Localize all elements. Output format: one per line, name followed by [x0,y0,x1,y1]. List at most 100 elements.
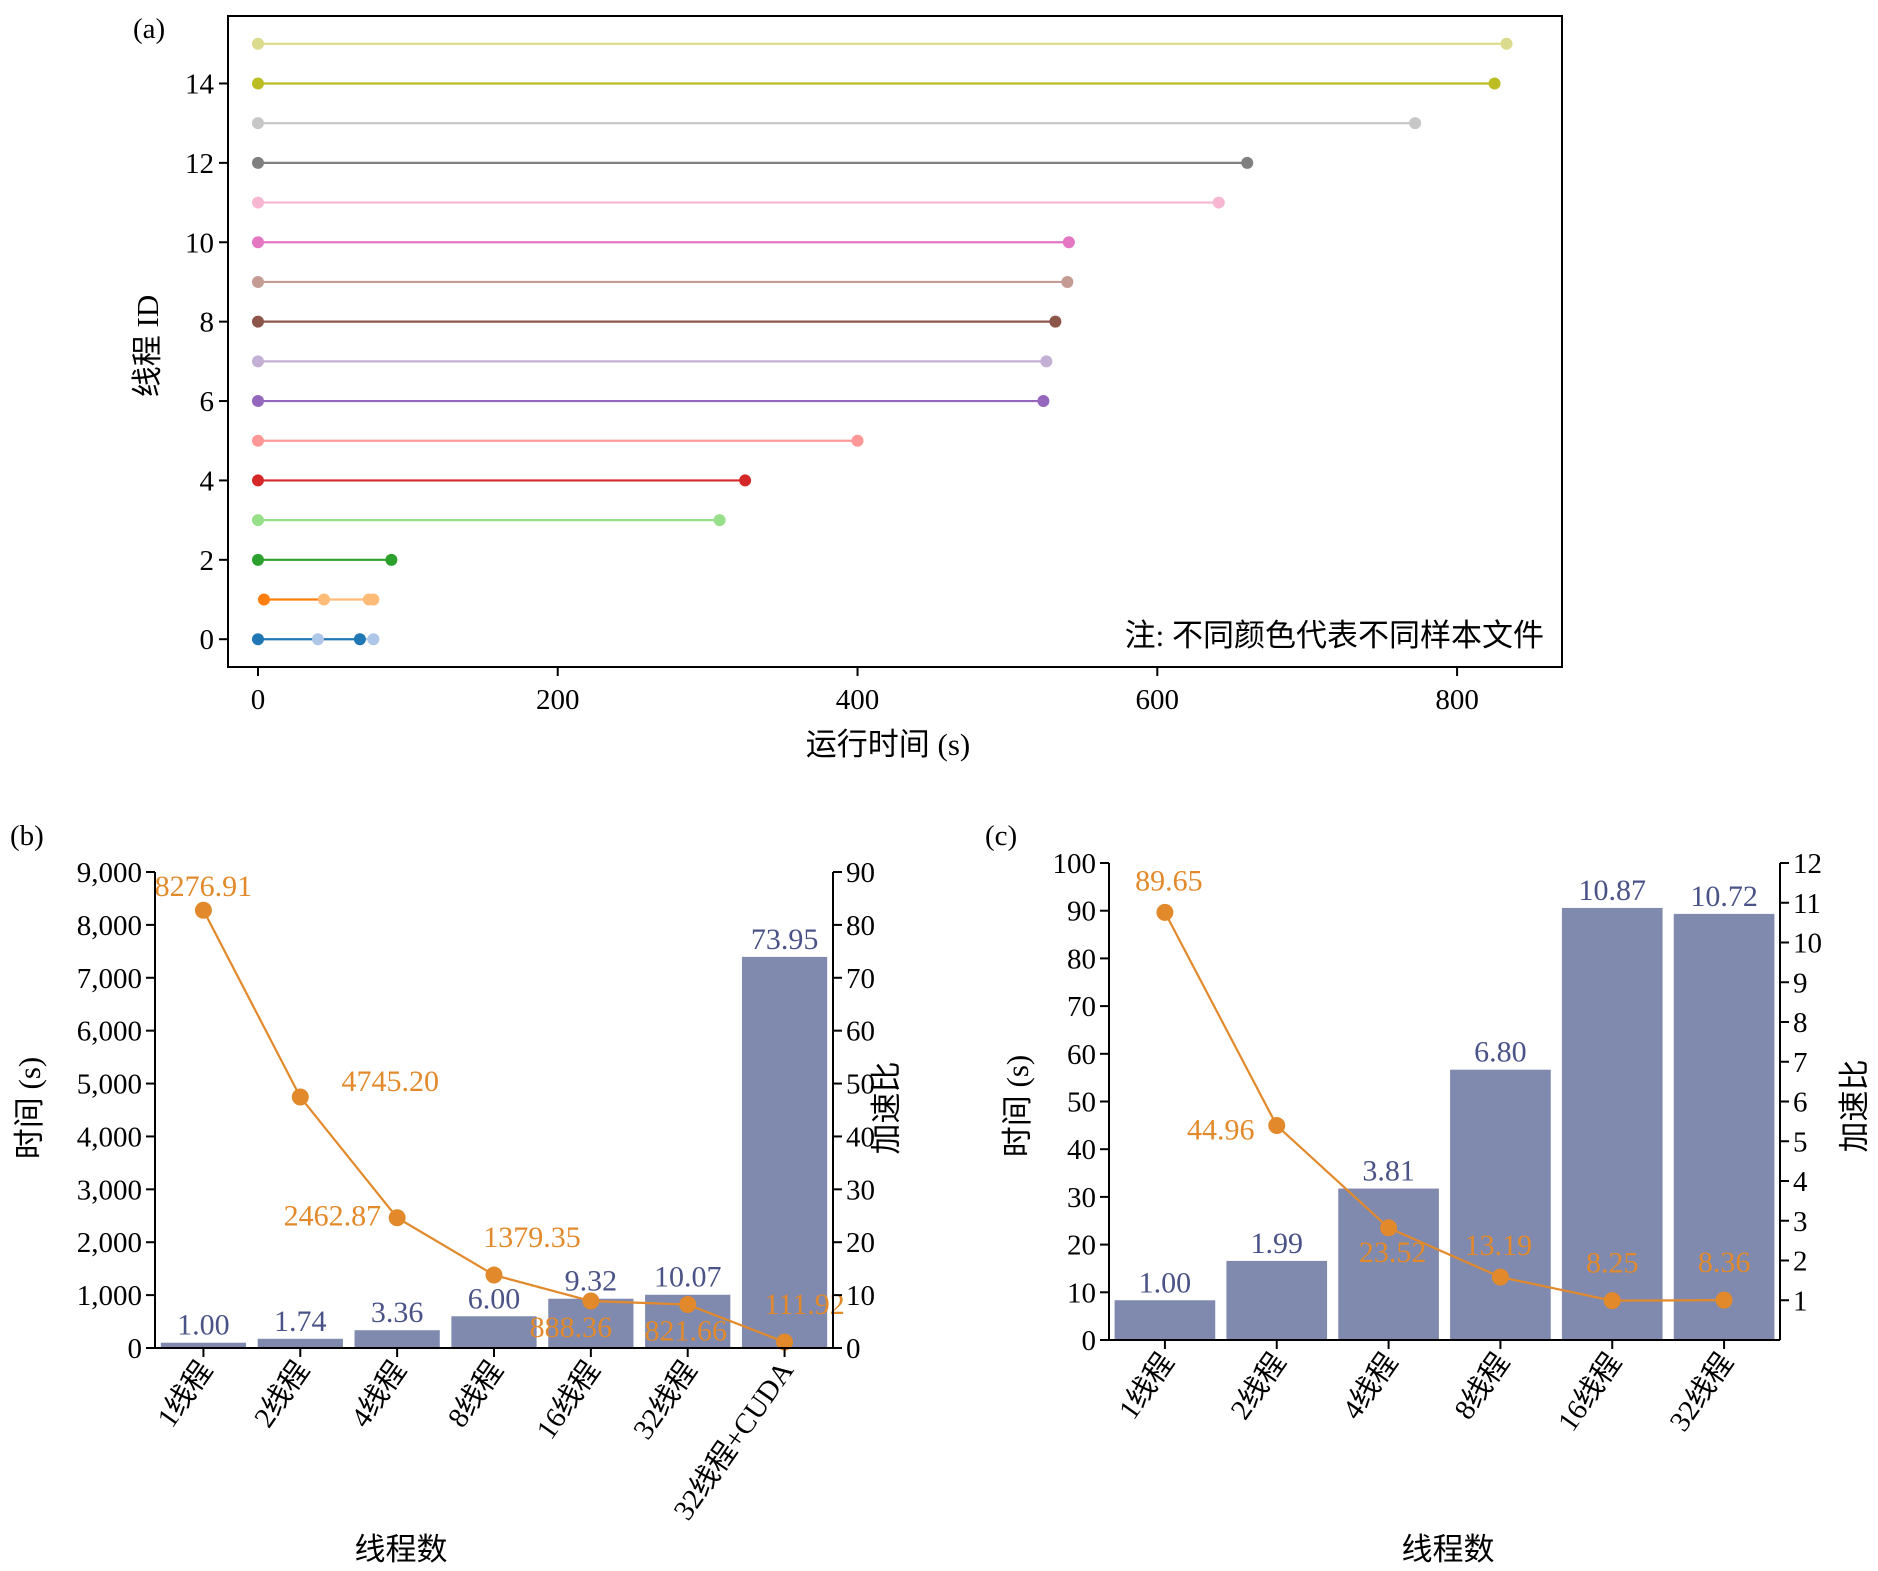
left-tick-label: 1,000 [77,1280,142,1312]
x-tick-label: 800 [1435,684,1479,716]
thread-0-point [251,633,264,646]
thread-14-point [1488,77,1501,90]
left-tick-label: 7,000 [77,963,142,995]
time-point [1715,1291,1733,1309]
time-point-label: 4745.20 [342,1065,440,1098]
x-tick-label: 600 [1136,684,1180,716]
speedup-bar-label: 3.81 [1362,1155,1415,1188]
speedup-bar [1673,913,1775,1340]
category-label: 8线程 [441,1355,510,1433]
time-series-line [1163,911,1725,1302]
right-tick-label: 9 [1793,967,1808,999]
right-tick-label: 80 [846,910,875,942]
time-point [388,1209,406,1227]
time-point-label: 89.65 [1135,864,1203,897]
speedup-bar [1450,1069,1551,1340]
category-label: 2线程 [247,1355,316,1433]
thread-8-point [251,315,264,328]
category-label: 1线程 [1112,1347,1181,1425]
speedup-bar-label: 3.36 [371,1296,424,1329]
left-tick-label: 60 [1067,1039,1096,1071]
speedup-bar [741,956,828,1348]
time-point-label: 111.92 [764,1288,844,1321]
category-label: 8线程 [1448,1347,1517,1425]
panel-b-label: (b) [10,820,44,852]
time-point-label: 23.52 [1359,1236,1427,1269]
thread-15-point [251,37,264,50]
time-point-label: 2462.87 [284,1200,382,1233]
right-tick-label: 3 [1793,1206,1808,1238]
time-point [1156,903,1174,921]
speedup-bar-label: 6.80 [1474,1036,1527,1069]
category-label: 4线程 [1336,1347,1405,1425]
panel-c-x-axis-title: 线程数 [1402,1532,1495,1567]
category-label: 32线程 [1663,1347,1740,1437]
left-tick-label: 4,000 [77,1121,142,1153]
speedup-bar-label: 1.74 [274,1305,327,1338]
panel-a-plot-area [251,37,1513,646]
category-label: 16线程 [1551,1347,1628,1437]
right-tick-label: 4 [1793,1166,1808,1198]
right-tick-label: 5 [1793,1126,1808,1158]
time-point [582,1292,600,1310]
time-point-label: 8.25 [1586,1247,1639,1280]
time-point-label: 888.36 [530,1311,613,1344]
time-point [679,1296,697,1314]
left-tick-label: 40 [1067,1134,1096,1166]
y-tick-label: 8 [200,307,215,339]
thread-5-point [251,434,264,447]
y-tick-label: 14 [185,68,215,100]
time-point [291,1088,309,1106]
right-tick-label: 7 [1793,1047,1808,1079]
thread-12-point [251,156,264,169]
left-tick-label: 30 [1067,1182,1096,1214]
speedup-bar-label: 6.00 [468,1282,521,1315]
left-tick-label: 50 [1067,1087,1096,1119]
thread-4-point [739,474,752,487]
left-tick-label: 80 [1067,943,1096,975]
panel-b-right-axis-title: 加速比 [869,1062,904,1155]
thread-0-point [367,633,380,646]
panel-a-frame [227,15,1563,668]
right-tick-label: 8 [1793,1007,1808,1039]
thread-15-point [1500,37,1513,50]
speedup-bar [257,1338,343,1348]
left-tick-label: 3,000 [77,1174,142,1206]
thread-5-point [851,434,864,447]
left-tick-label: 20 [1067,1230,1096,1262]
category-label: 16线程 [530,1355,607,1445]
thread-14-point [251,77,264,90]
time-point-label: 44.96 [1187,1114,1255,1147]
panel-c-label: (c) [985,820,1017,852]
thread-4-point [251,474,264,487]
right-tick-label: 12 [1793,848,1822,880]
time-point [1491,1268,1509,1286]
thread-7-point [1040,355,1053,368]
time-point-label: 13.19 [1465,1229,1533,1262]
left-tick-label: 2,000 [77,1227,142,1259]
time-point [1380,1219,1398,1237]
x-tick-label: 200 [536,684,580,716]
right-tick-label: 50 [846,1069,875,1101]
panel-a-y-ticks: 0 2 4 6 8 10 12 14 [185,68,228,656]
y-tick-label: 10 [185,227,214,259]
thread-10-point [1062,236,1075,249]
speedup-bar-label: 10.72 [1690,880,1758,913]
category-label: 1线程 [151,1355,220,1433]
right-tick-label: 70 [846,963,875,995]
time-point-label: 8.36 [1698,1246,1751,1279]
panel-c-speedup-chart: (c) 1.00 1.99 3.81 6.80 10.87 10.72 89.65 44.96… [985,820,1872,1567]
y-tick-label: 6 [200,386,215,418]
right-tick-label: 10 [846,1280,875,1312]
speedup-bar-label: 9.32 [565,1265,618,1298]
left-tick-label: 6,000 [77,1016,142,1048]
right-tick-label: 30 [846,1174,875,1206]
right-tick-label: 90 [846,857,875,889]
thread-11-point [251,196,264,209]
right-tick-label: 2 [1793,1246,1808,1278]
y-tick-label: 2 [200,545,215,577]
speedup-bar [1114,1300,1216,1340]
speedup-bar [451,1316,537,1348]
left-tick-label: 90 [1067,896,1096,928]
